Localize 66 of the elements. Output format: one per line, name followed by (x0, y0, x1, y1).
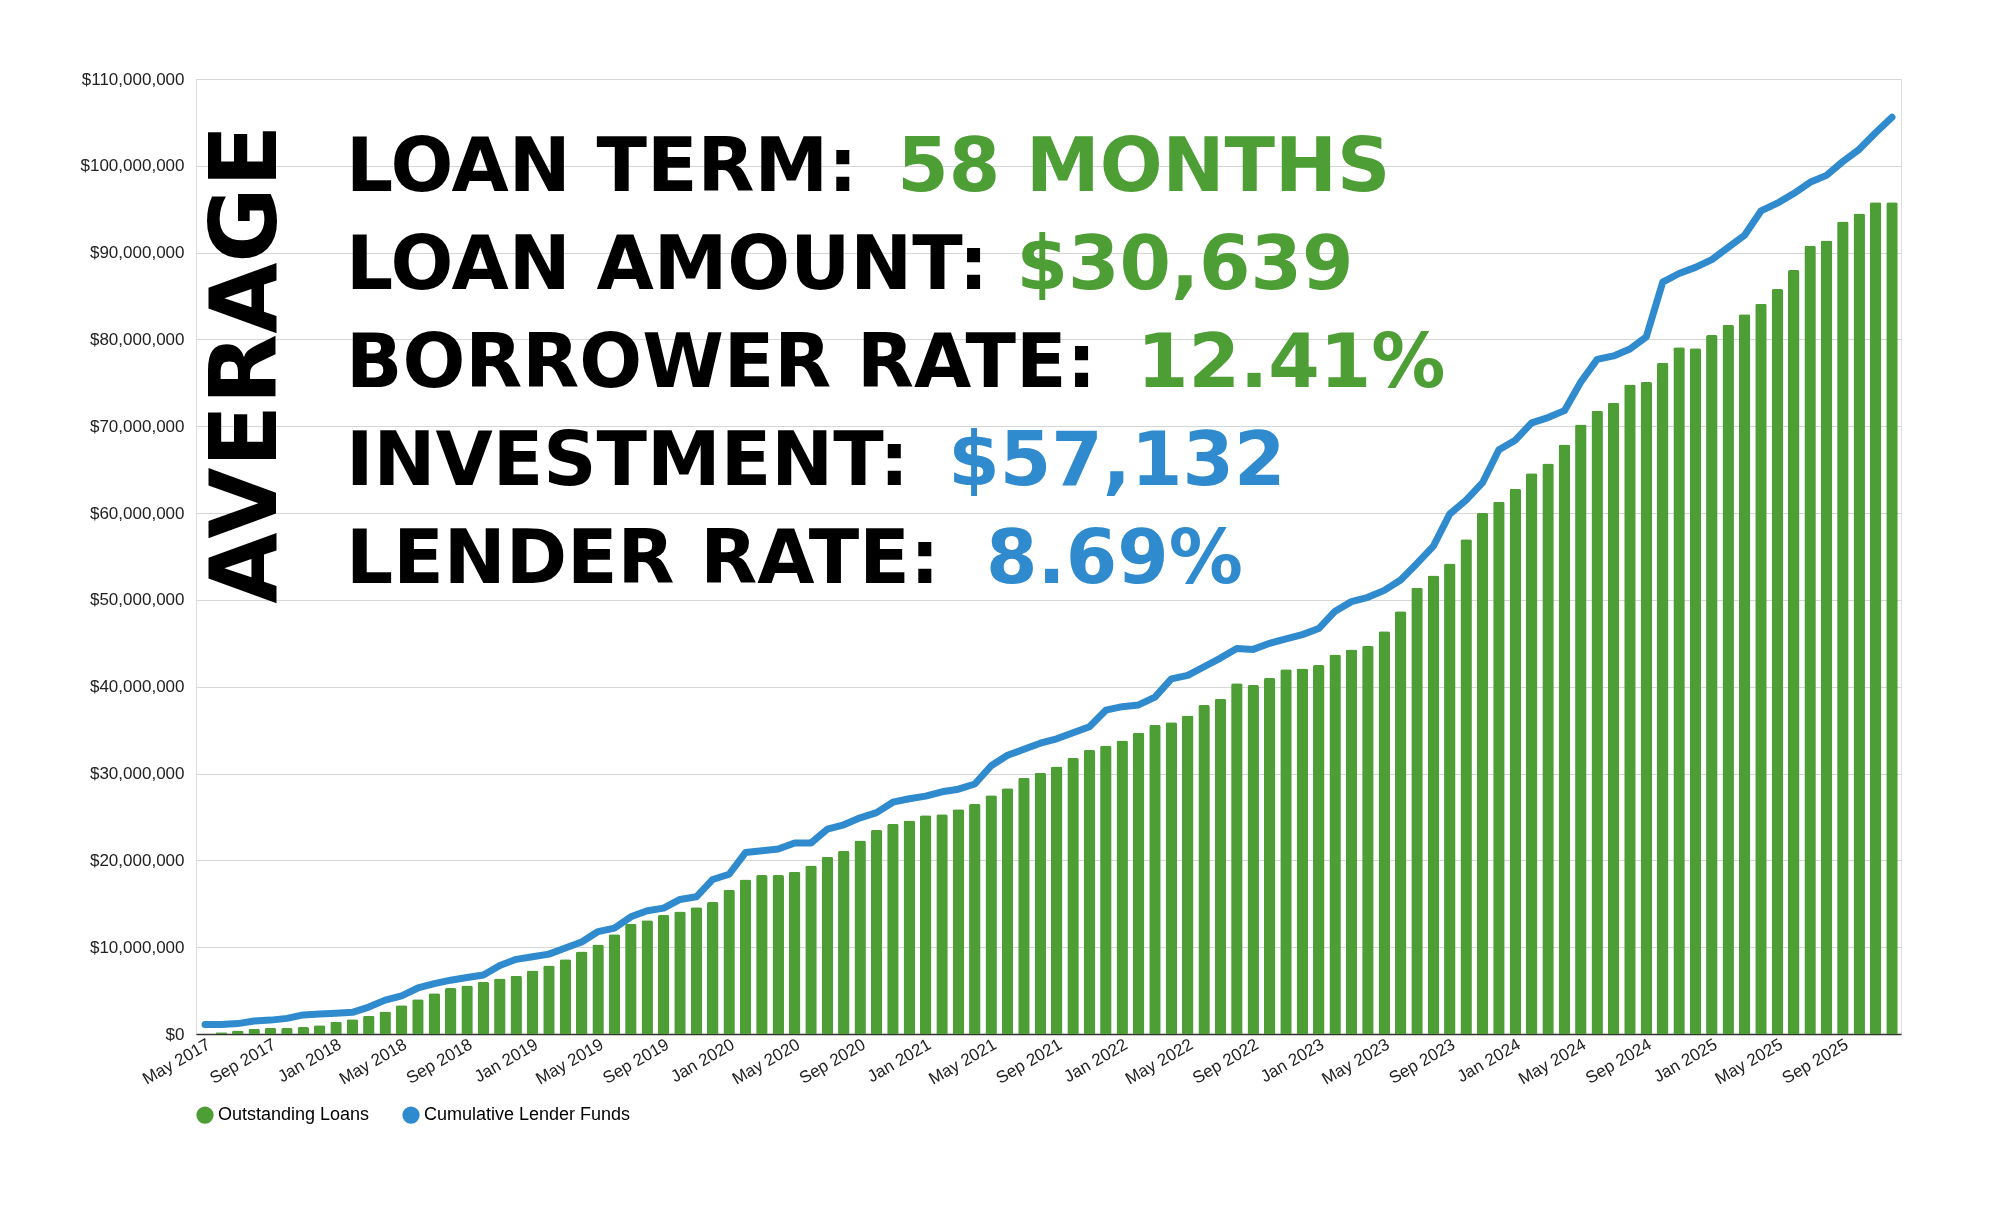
bar (346, 1019, 359, 1034)
bar (559, 959, 572, 1034)
bar (1132, 732, 1145, 1034)
bar (1738, 314, 1751, 1034)
annotation: AVERAGE (191, 124, 298, 604)
y-tick-label: $110,000,000 (81, 69, 185, 89)
annotation: INVESTMENT: $57,132 (346, 416, 1286, 502)
bar (1787, 270, 1800, 1034)
bar (1689, 348, 1702, 1034)
bar (690, 907, 703, 1034)
y-tick-label: $100,000,000 (80, 156, 185, 176)
bar (264, 1027, 277, 1034)
bar (395, 1005, 408, 1034)
bar (1869, 202, 1882, 1034)
bar (1083, 750, 1096, 1034)
x-tick-label: Sep 2017 (206, 1034, 280, 1088)
bar (919, 815, 932, 1034)
y-tick-label: $20,000,000 (89, 850, 185, 870)
y-tick-label: $70,000,000 (89, 416, 185, 436)
bar (1165, 722, 1178, 1034)
bar (870, 829, 883, 1034)
bar (1050, 766, 1063, 1034)
annotation: LOAN TERM: 58 MONTHS (346, 122, 1391, 208)
bar (1296, 668, 1309, 1034)
bar (952, 809, 965, 1034)
annotation: BORROWER RATE: 12.41% (346, 318, 1446, 404)
y-tick-label: $30,000,000 (89, 764, 185, 784)
annotation: LENDER RATE: 8.69% (346, 514, 1243, 600)
y-tick-label: $10,000,000 (89, 937, 185, 957)
bar (657, 915, 670, 1034)
bar (297, 1027, 310, 1034)
y-tick-label: $50,000,000 (89, 590, 185, 610)
y-tick-label: $80,000,000 (89, 329, 185, 349)
legend-label: Outstanding Loans (218, 1104, 370, 1125)
bar (1558, 444, 1571, 1034)
bar (1525, 473, 1538, 1034)
y-tick-label: $40,000,000 (89, 677, 185, 697)
bar (1345, 649, 1358, 1034)
bar (1509, 488, 1522, 1034)
bar (1607, 402, 1620, 1034)
bar (1656, 362, 1669, 1034)
bar (444, 987, 457, 1034)
bar (1771, 289, 1784, 1034)
y-tick-label: $60,000,000 (89, 503, 185, 523)
bar (739, 879, 752, 1034)
bar (1820, 240, 1833, 1034)
bar (1181, 715, 1194, 1034)
bar (788, 871, 801, 1034)
bar (1263, 678, 1276, 1034)
annotation: LOAN AMOUNT: $30,639 (346, 220, 1354, 306)
bar (1394, 611, 1407, 1034)
bar (575, 951, 588, 1034)
bar (608, 934, 621, 1034)
bar (1476, 513, 1489, 1034)
bar (477, 981, 490, 1034)
bar (1640, 382, 1653, 1034)
bar (428, 993, 441, 1034)
bar (1427, 575, 1440, 1034)
bar (821, 856, 834, 1034)
bar (903, 820, 916, 1034)
bar (1034, 772, 1047, 1034)
bar (526, 970, 539, 1034)
y-tick-label: $90,000,000 (89, 243, 185, 263)
bar (1001, 788, 1014, 1034)
bar (1214, 698, 1227, 1034)
legend-label: Cumulative Lender Funds (424, 1104, 631, 1125)
